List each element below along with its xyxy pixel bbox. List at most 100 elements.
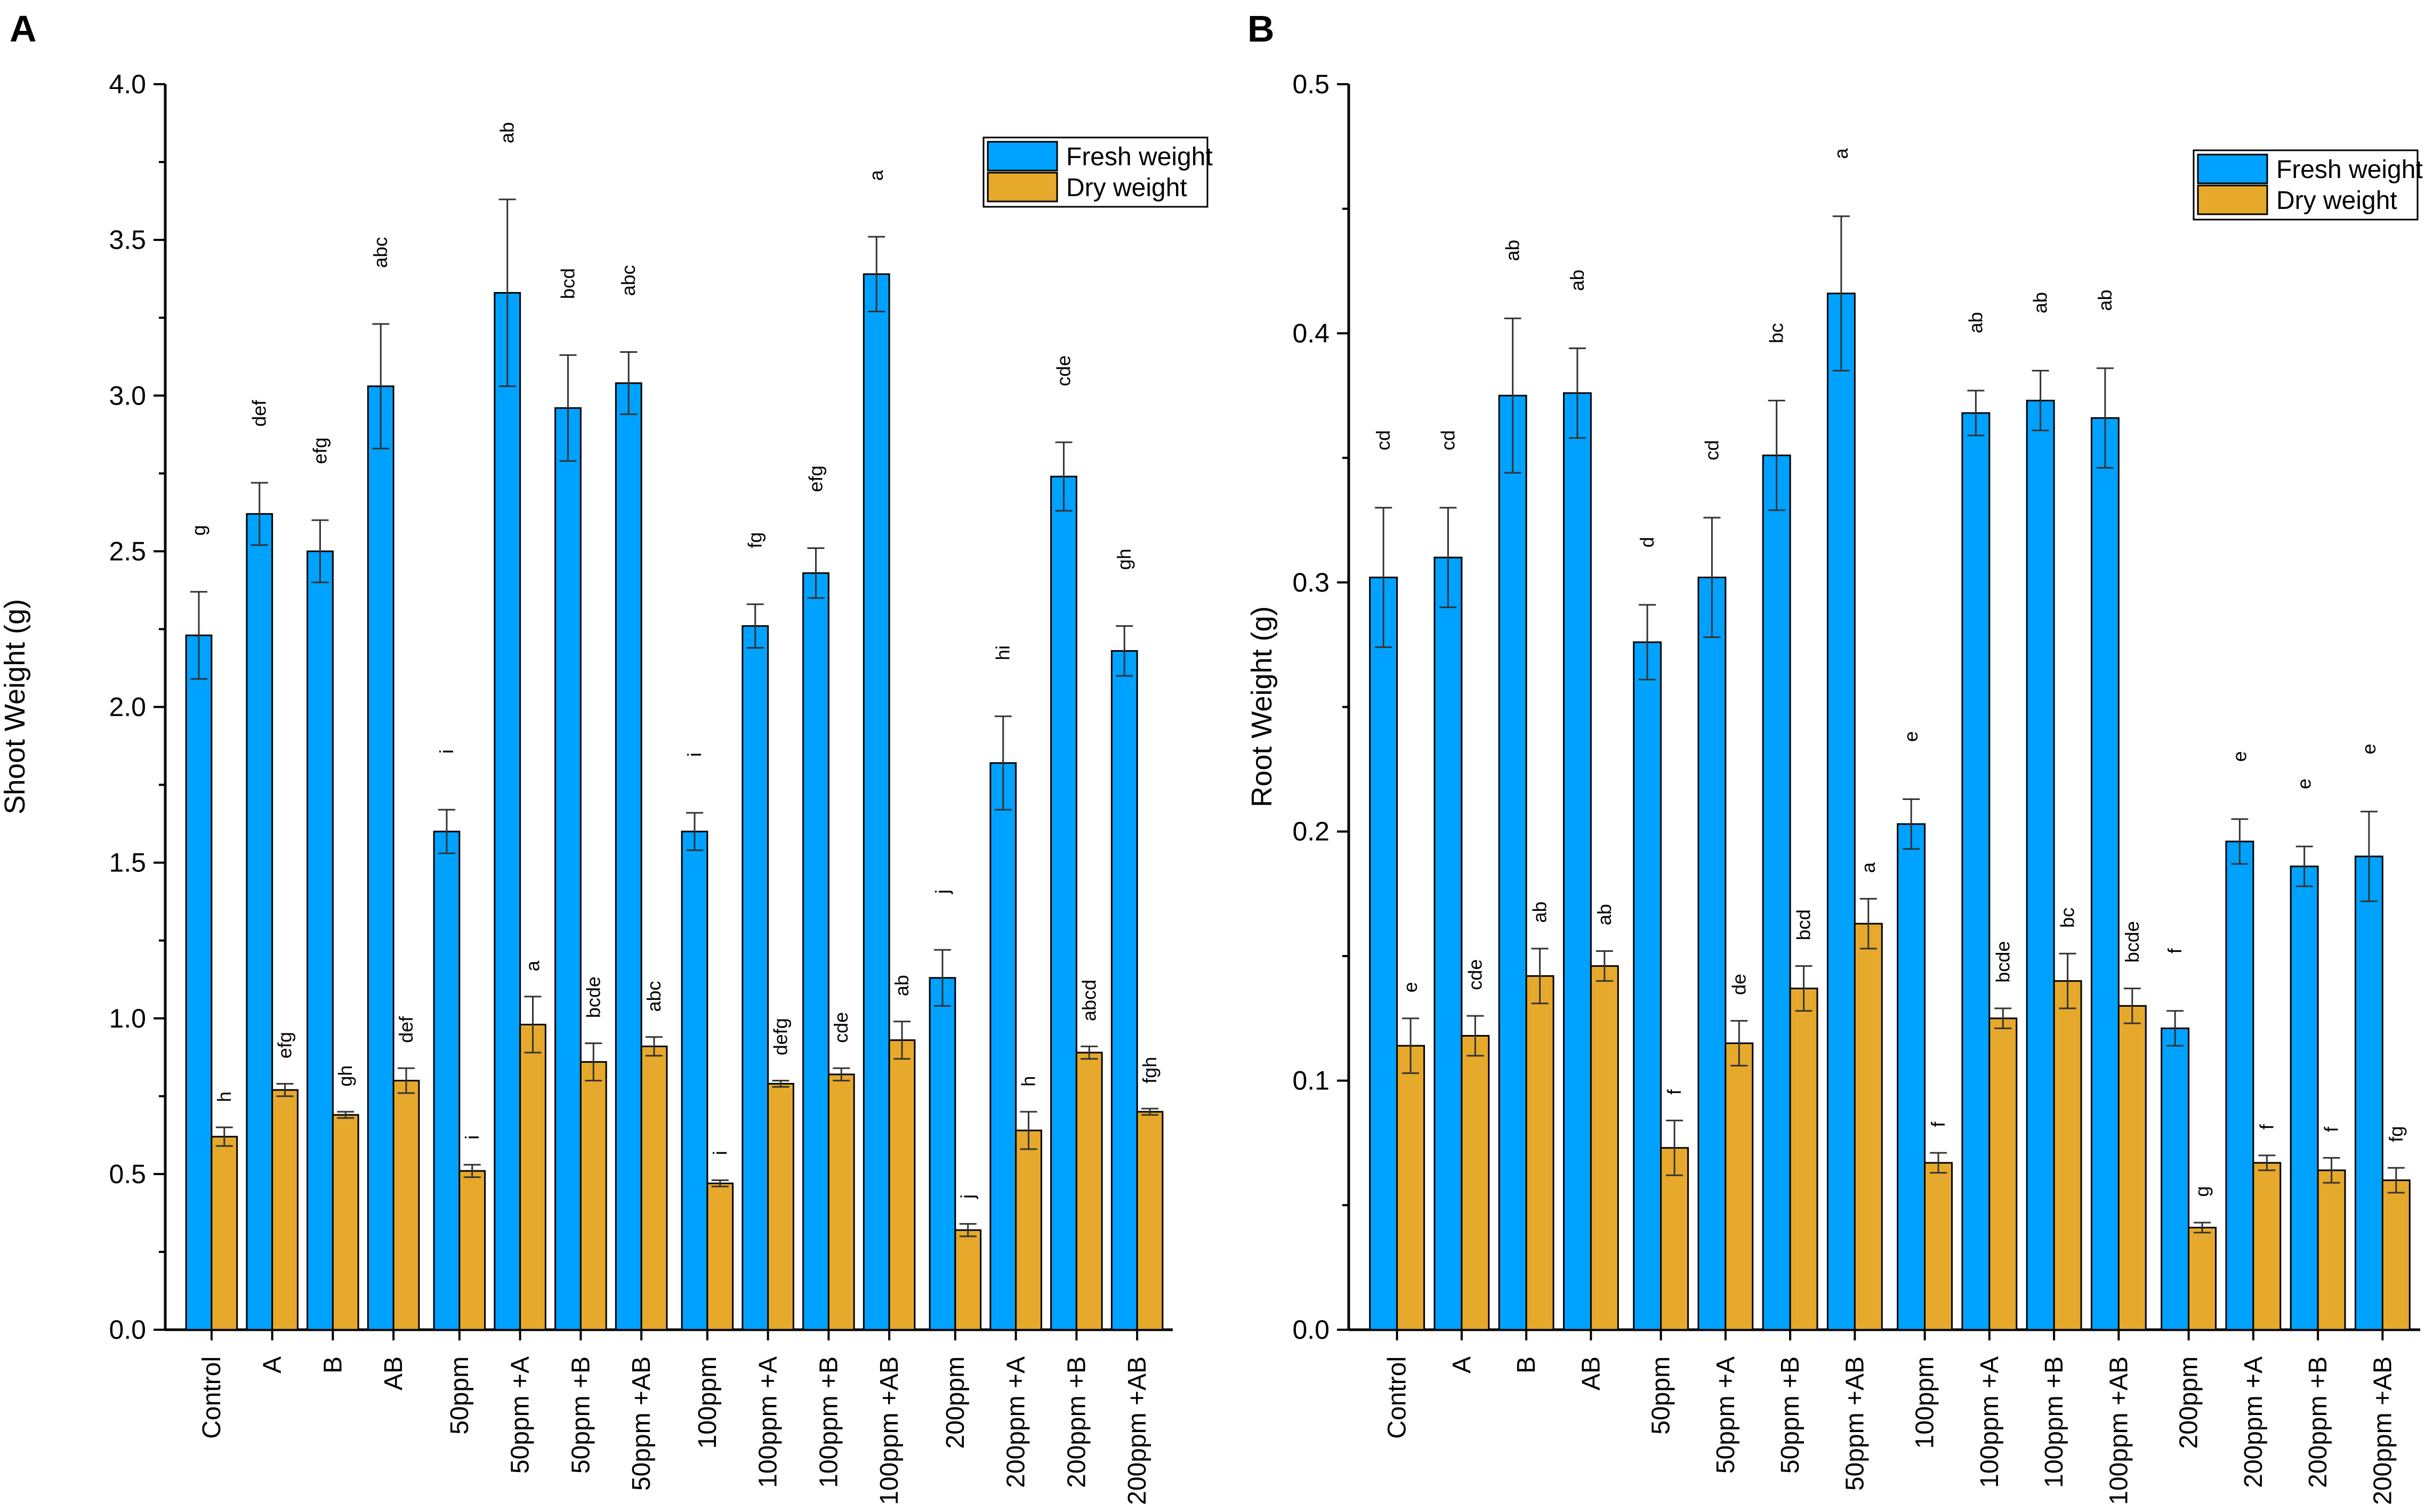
significance-label: cde	[1052, 355, 1074, 386]
fresh-weight-bar	[1498, 394, 1527, 1331]
y-tick-label: 1.5	[109, 848, 146, 878]
significance-label: h	[213, 1091, 235, 1102]
x-tick-label: Control	[1383, 1356, 1412, 1439]
fresh-weight-bar	[742, 625, 769, 1331]
fresh-weight-bar	[2225, 840, 2254, 1331]
dry-weight-bar	[2381, 1179, 2411, 1331]
fresh-weight-bar	[2290, 866, 2319, 1331]
legend-swatch-fresh	[2197, 153, 2268, 184]
fresh-weight-bar	[1110, 650, 1138, 1331]
y-tick-label: 0.0	[1292, 1315, 1330, 1345]
significance-label: i	[461, 1135, 483, 1139]
significance-label: e	[2358, 743, 2380, 754]
dry-weight-bar	[1725, 1042, 1754, 1331]
significance-label: def	[248, 400, 270, 427]
dry-weight-bar	[579, 1061, 607, 1331]
legend-label: Fresh weight	[1066, 143, 1213, 171]
fresh-weight-bar	[554, 407, 582, 1331]
significance-label: gh	[1113, 548, 1135, 570]
significance-label: bcde	[1992, 941, 2013, 983]
y-tick-label: 0.0	[109, 1315, 146, 1345]
dry-weight-bar	[458, 1170, 486, 1331]
y-tick-label: 2.5	[109, 536, 146, 566]
dry-weight-bar	[1015, 1129, 1042, 1331]
dry-weight-bar	[1525, 975, 1554, 1331]
x-tick-label: Control	[198, 1356, 226, 1439]
dry-weight-bar	[1854, 923, 1883, 1331]
x-tick-label: 50ppm +A	[1712, 1356, 1740, 1474]
significance-label: e	[2228, 751, 2250, 762]
x-tick-label: AB	[380, 1356, 408, 1390]
fresh-weight-bar	[1762, 454, 1791, 1331]
fresh-weight-bar	[1697, 576, 1727, 1331]
dry-weight-bar	[2053, 980, 2082, 1331]
fresh-weight-bar	[681, 830, 708, 1331]
fresh-weight-bar	[615, 382, 642, 1331]
x-tick-label: B	[1512, 1356, 1541, 1373]
significance-label: ab	[1593, 904, 1615, 925]
x-tick-label: 50ppm +AB	[1841, 1356, 1869, 1491]
significance-label: ab	[2029, 292, 2051, 313]
y-tick-label: 1.0	[109, 1004, 146, 1033]
x-tick-label: 100ppm +B	[2040, 1356, 2068, 1488]
x-tick-label: 200ppm	[2175, 1356, 2203, 1449]
legend: Fresh weight Dry weight	[982, 136, 1213, 208]
significance-label: d	[1636, 537, 1658, 547]
significance-label: a	[522, 960, 544, 972]
significance-label: a	[865, 169, 887, 181]
x-tick-label: 100ppm	[1911, 1356, 1939, 1449]
significance-label: cde	[830, 1012, 852, 1043]
fresh-weight-bar	[246, 513, 273, 1331]
dry-weight-bar	[640, 1045, 668, 1331]
x-tick-label: 100ppm	[694, 1356, 722, 1449]
significance-label: efg	[274, 1032, 296, 1058]
significance-label: ab	[2094, 289, 2116, 311]
significance-label: j	[957, 1194, 979, 1199]
fresh-weight-bar	[989, 762, 1017, 1331]
significance-label: g	[188, 525, 210, 536]
fresh-weight-bar	[2354, 855, 2383, 1331]
x-tick-label: 200ppm +AB	[2368, 1356, 2397, 1505]
dry-weight-bar	[2317, 1169, 2346, 1331]
y-tick-label: 0.4	[1292, 318, 1330, 348]
significance-label: cd	[1701, 440, 1722, 460]
dry-weight-bar	[1590, 965, 1619, 1331]
dry-weight-bar	[1988, 1017, 2018, 1331]
significance-label: ab	[891, 975, 913, 996]
significance-label: efg	[804, 465, 826, 492]
fresh-weight-bar	[1562, 392, 1592, 1331]
fresh-weight-bar	[1826, 293, 1856, 1331]
significance-label: ab	[496, 122, 518, 143]
significance-label: abc	[643, 981, 665, 1012]
legend-swatch-fresh	[987, 141, 1058, 172]
x-tick-label: AB	[1577, 1356, 1605, 1390]
significance-label: cde	[1464, 959, 1486, 990]
significance-label: ab	[1502, 240, 1524, 261]
legend-swatch-dry	[987, 172, 1058, 203]
legend-label: Dry weight	[1066, 174, 1187, 202]
significance-label: abc	[369, 237, 391, 268]
significance-label: fg	[2385, 1126, 2407, 1142]
x-tick-label: 50ppm +B	[1776, 1356, 1804, 1474]
significance-label: hi	[992, 645, 1014, 660]
x-tick-label: 50ppm +A	[506, 1356, 535, 1474]
y-axis-title: Shoot Weight (g)	[0, 599, 31, 814]
significance-label: f	[2164, 948, 2186, 953]
dry-weight-bar	[1461, 1034, 1490, 1331]
fresh-weight-bar	[494, 292, 521, 1331]
significance-label: gh	[334, 1065, 356, 1087]
significance-label: f	[1663, 1089, 1685, 1095]
legend-label: Fresh weight	[2276, 156, 2423, 184]
dry-weight-bar	[211, 1136, 238, 1331]
significance-label: i	[436, 749, 457, 754]
significance-label: e	[1900, 731, 1922, 742]
x-tick-label: 200ppm +B	[1062, 1356, 1091, 1488]
fresh-weight-bar	[433, 830, 461, 1331]
legend-label: Dry weight	[2276, 187, 2397, 215]
significance-label: bcd	[1793, 909, 1815, 940]
y-tick-label: 2.0	[109, 692, 146, 722]
dry-weight-bar	[1924, 1162, 1953, 1331]
x-tick-label: 50ppm	[1647, 1356, 1675, 1435]
significance-label: bcde	[582, 976, 604, 1018]
